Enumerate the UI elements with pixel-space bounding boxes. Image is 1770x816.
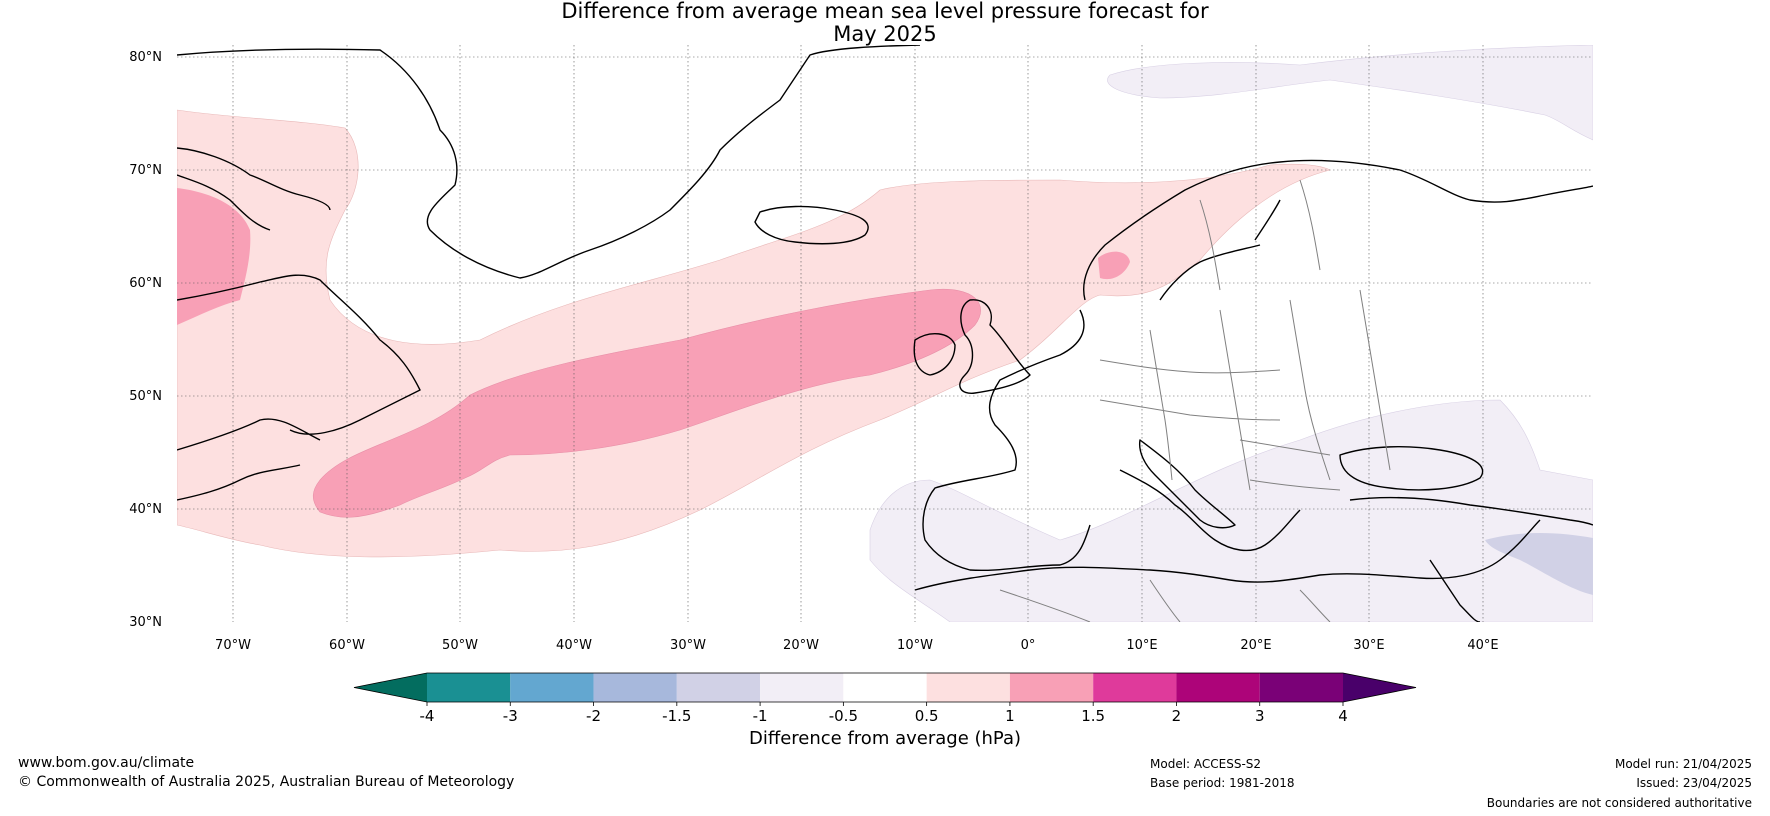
lon-label: 10°W (897, 638, 933, 653)
map-title-line1: Difference from average mean sea level p… (561, 0, 1209, 23)
colorbar-tick-label: 1.5 (1081, 707, 1105, 725)
coastlines (177, 45, 1593, 622)
lon-label: 50°W (442, 638, 478, 653)
disclaimer-text: Boundaries are not considered authoritat… (1486, 796, 1752, 810)
europe-west-coast (922, 309, 1091, 572)
lat-label: 40°N (129, 502, 162, 517)
map-title-line2: May 2025 (833, 22, 937, 46)
greenland-coast (177, 45, 921, 279)
colorbar-segment (676, 673, 761, 702)
anomaly-area-labrador (177, 188, 251, 325)
anomaly-area-lavender-south (869, 399, 1593, 622)
black-sea-coast (1339, 446, 1484, 491)
colorbar-segment (593, 673, 677, 702)
colorbar-tick-label: -3 (503, 707, 518, 725)
latitude-labels: 80°N 70°N 60°N 50°N 40°N 30°N (129, 50, 162, 630)
anatolia-coast (1349, 496, 1593, 622)
copyright-text: © Commonwealth of Australia 2025, Austra… (18, 774, 515, 790)
lon-label: 30°W (670, 638, 706, 653)
colorbar-segment (1259, 673, 1343, 702)
colorbar-tick-label: 1 (1005, 707, 1015, 725)
colorbar-tick-label: 0.5 (915, 707, 939, 725)
lon-label: 70°W (215, 638, 251, 653)
lat-label: 80°N (129, 50, 162, 65)
colorbar-segment (843, 673, 927, 702)
lon-label: 20°W (783, 638, 819, 653)
britain-coast (959, 299, 1031, 394)
colorbar-extend-low (354, 673, 427, 702)
lat-label: 30°N (129, 615, 162, 630)
colorbar-tick-label: 3 (1255, 707, 1265, 725)
map-panel (177, 45, 1593, 622)
anomaly-area-pink-core (312, 288, 981, 518)
anomaly-area-lavender-blue (1485, 533, 1593, 595)
anomaly-area-norway (1098, 251, 1130, 280)
colorbar-segment (926, 673, 1010, 702)
lon-label: 40°E (1467, 638, 1498, 653)
lon-label: 40°W (556, 638, 592, 653)
colorbar-segment (760, 673, 844, 702)
lon-label: 20°E (1240, 638, 1271, 653)
colorbar-tick-label: -1 (753, 707, 768, 725)
map-gridlines (177, 45, 1593, 622)
colorbar-extend-high (1343, 673, 1416, 702)
lat-label: 60°N (129, 276, 162, 291)
lon-label: 30°E (1353, 638, 1384, 653)
baffin-coast (177, 147, 331, 231)
colorbar-tick-label: 2 (1172, 707, 1182, 725)
country-borders (999, 179, 1391, 622)
labrador-coast (177, 274, 421, 501)
lat-label: 50°N (129, 389, 162, 404)
iceland-coast (754, 205, 869, 245)
website-text: www.bom.gov.au/climate (18, 755, 195, 771)
colorbar-segment (427, 673, 511, 702)
colorbar: -4 -3 -2 -1.5 -1 -0.5 0.5 1 1.5 2 3 4 (353, 672, 1417, 725)
colorbar-tick-label: -0.5 (829, 707, 858, 725)
colorbar-segment (1176, 673, 1260, 702)
model-run-text: Model run: 21/04/2025 (1614, 757, 1752, 771)
lon-label: 10°E (1126, 638, 1157, 653)
colorbar-segment (510, 673, 594, 702)
colorbar-tick-label: -4 (420, 707, 435, 725)
colorbar-label: Difference from average (hPa) (748, 728, 1022, 749)
italy-coast (1138, 439, 1236, 529)
base-period-text: Base period: 1981-2018 (1150, 776, 1295, 790)
colorbar-tick-label: 4 (1338, 707, 1348, 725)
lon-label: 60°W (329, 638, 365, 653)
colorbar-segment (1009, 673, 1094, 702)
ireland-coast (913, 333, 956, 376)
scandinavia-coast (1083, 159, 1593, 301)
anomaly-area-lavender-arctic (1107, 45, 1593, 141)
issued-text: Issued: 23/04/2025 (1636, 776, 1752, 790)
lat-label: 70°N (129, 163, 162, 178)
model-text: Model: ACCESS-S2 (1150, 757, 1262, 771)
longitude-labels: 70°W 60°W 50°W 40°W 30°W 20°W 10°W 0° 10… (215, 638, 1499, 653)
colorbar-tick-label: -1.5 (662, 707, 691, 725)
mediterranean-coast (914, 469, 1541, 591)
lon-label: 0° (1021, 638, 1036, 653)
colorbar-tick-label: -2 (586, 707, 601, 725)
colorbar-segment (1093, 673, 1177, 702)
